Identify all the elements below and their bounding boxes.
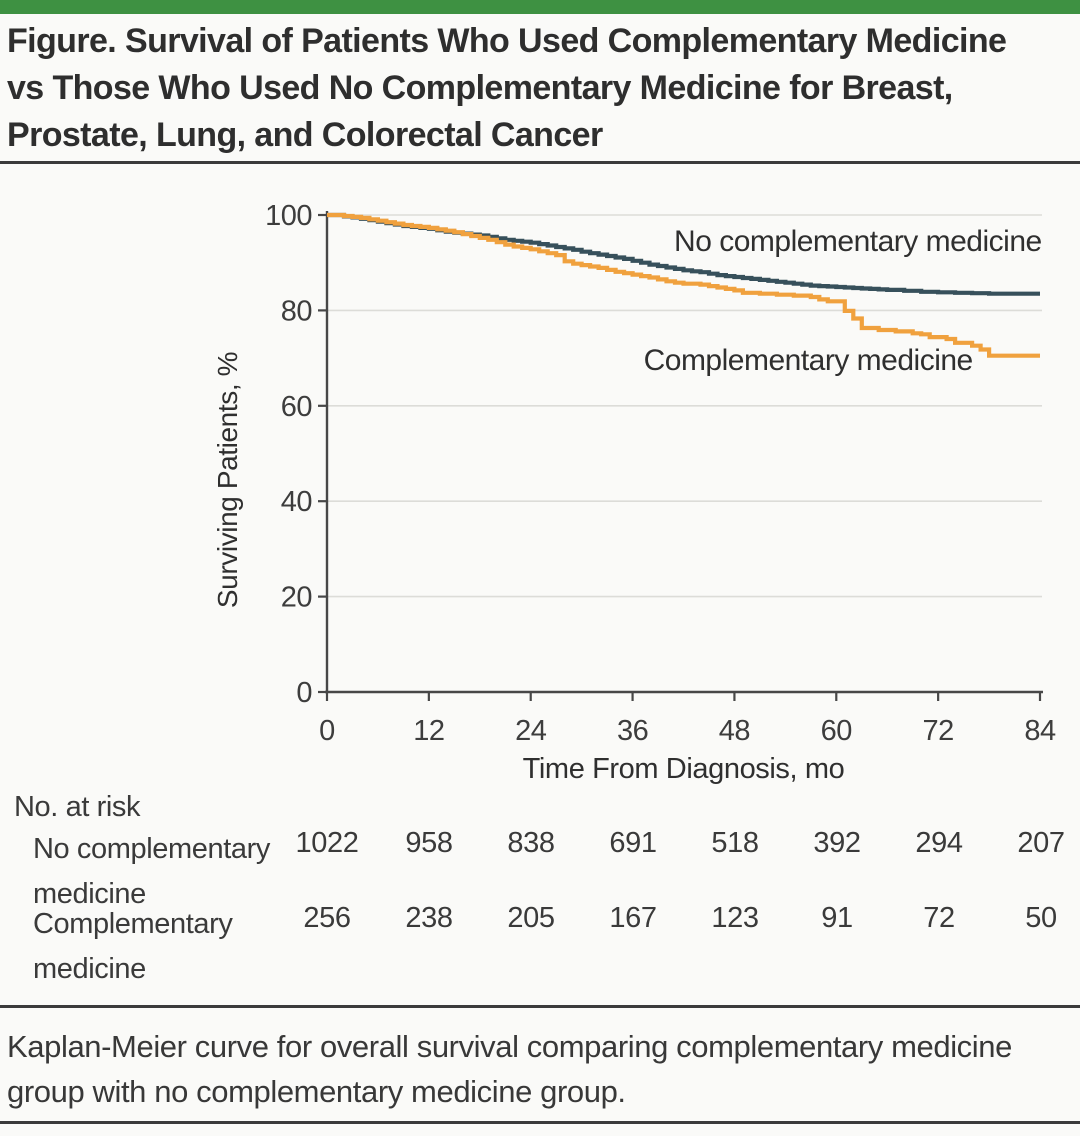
at-risk-value: 91	[821, 902, 853, 934]
at-risk-value: 518	[711, 827, 759, 859]
y-tick-label: 60	[281, 391, 312, 423]
at-risk-value: 294	[915, 827, 963, 859]
x-tick-label: 0	[319, 715, 335, 747]
at-risk-value: 167	[609, 902, 657, 934]
survival-curve	[327, 212, 1040, 358]
at-risk-value: 838	[507, 827, 555, 859]
x-tick-label: 84	[1024, 715, 1056, 747]
at-risk-value: 205	[507, 902, 555, 934]
at-risk-row-label-no-complementary: No complementary medicine	[33, 833, 270, 910]
curve-label: Complementary medicine	[644, 344, 973, 377]
y-axis-title: Surviving Patients, %	[212, 352, 243, 608]
divider-top	[0, 161, 1080, 164]
x-axis-title: Time From Diagnosis, mo	[523, 753, 845, 785]
x-tick-label: 36	[617, 715, 648, 747]
kaplan-meier-chart: 100 80 60 40 20 00 12 24 36 48 60 72 84 Surviving Pat…	[212, 200, 1056, 785]
x-tick-label: 72	[923, 715, 954, 747]
at-risk-value: 123	[711, 902, 759, 934]
x-tick-label: 24	[515, 715, 547, 747]
at-risk-value: 1022	[295, 827, 359, 859]
at-risk-value: 207	[1017, 827, 1065, 859]
at-risk-value: 72	[923, 902, 955, 934]
figure-caption: Kaplan-Meier curve for overall survival …	[7, 1029, 1012, 1109]
y-tick-label: 0	[296, 677, 312, 709]
at-risk-value: 392	[813, 827, 861, 859]
at-risk-value: 691	[609, 827, 657, 859]
accent-bar	[0, 0, 1080, 14]
y-tick-label: 100	[265, 200, 312, 232]
x-tick-label: 60	[821, 715, 852, 747]
at-risk-value: 958	[405, 827, 453, 859]
at-risk-row-label-complementary: Complementary medicine	[33, 908, 233, 985]
figure-title: Figure. Survival of Patients Who Used Co…	[7, 22, 1007, 154]
at-risk-heading: No. at risk	[14, 791, 141, 823]
y-tick-label: 20	[281, 582, 312, 614]
divider-caption	[0, 1005, 1080, 1008]
x-tick-label: 12	[413, 715, 444, 747]
divider-bottom	[0, 1121, 1080, 1124]
y-tick-label: 80	[281, 295, 312, 327]
at-risk-value: 256	[303, 902, 351, 934]
x-tick-label: 48	[719, 715, 750, 747]
at-risk-value: 238	[405, 902, 453, 934]
y-tick-label: 40	[281, 486, 312, 518]
curve-label: No complementary medicine	[674, 225, 1042, 258]
at-risk-value: 50	[1025, 902, 1057, 934]
